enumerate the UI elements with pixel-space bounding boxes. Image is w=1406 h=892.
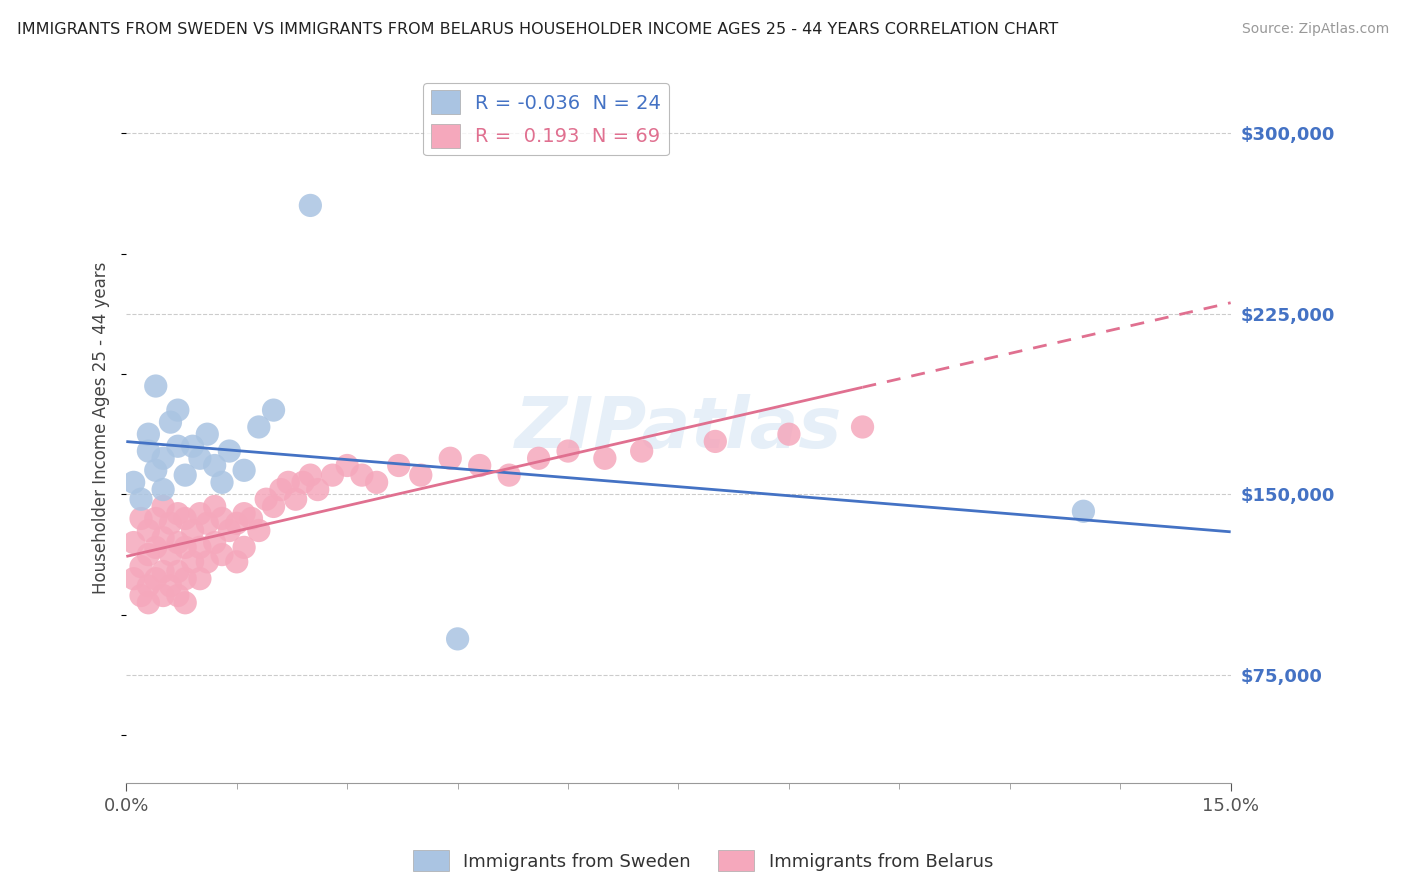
Point xyxy=(270,483,292,497)
Point xyxy=(557,444,579,458)
Point xyxy=(145,463,167,477)
Point xyxy=(254,492,277,507)
Point xyxy=(439,451,461,466)
Point xyxy=(446,632,468,646)
Point xyxy=(159,415,181,429)
Point xyxy=(152,451,174,466)
Text: IMMIGRANTS FROM SWEDEN VS IMMIGRANTS FROM BELARUS HOUSEHOLDER INCOME AGES 25 - 4: IMMIGRANTS FROM SWEDEN VS IMMIGRANTS FRO… xyxy=(17,22,1059,37)
Point xyxy=(204,500,226,514)
Point xyxy=(122,535,145,549)
Point xyxy=(204,535,226,549)
Point xyxy=(174,541,197,555)
Point xyxy=(181,439,204,453)
Point xyxy=(263,500,285,514)
Point xyxy=(145,379,167,393)
Point xyxy=(174,572,197,586)
Point xyxy=(240,511,263,525)
Point xyxy=(211,511,233,525)
Point xyxy=(152,531,174,545)
Point xyxy=(247,420,270,434)
Point xyxy=(195,516,218,531)
Point xyxy=(174,596,197,610)
Point xyxy=(233,541,256,555)
Point xyxy=(188,451,211,466)
Point xyxy=(152,500,174,514)
Point xyxy=(527,451,550,466)
Point xyxy=(122,572,145,586)
Point xyxy=(129,511,152,525)
Point xyxy=(122,475,145,490)
Point xyxy=(188,572,211,586)
Point xyxy=(307,483,329,497)
Point xyxy=(188,507,211,521)
Point xyxy=(181,524,204,538)
Point xyxy=(284,492,307,507)
Point xyxy=(851,420,873,434)
Legend: Immigrants from Sweden, Immigrants from Belarus: Immigrants from Sweden, Immigrants from … xyxy=(406,843,1000,879)
Point xyxy=(145,511,167,525)
Point xyxy=(195,427,218,442)
Point xyxy=(138,596,160,610)
Point xyxy=(263,403,285,417)
Point xyxy=(152,589,174,603)
Point xyxy=(145,541,167,555)
Point xyxy=(204,458,226,473)
Point xyxy=(225,555,247,569)
Point xyxy=(336,458,359,473)
Point xyxy=(129,492,152,507)
Point xyxy=(277,475,299,490)
Point xyxy=(211,548,233,562)
Point xyxy=(138,444,160,458)
Text: ZIPatlas: ZIPatlas xyxy=(515,393,842,463)
Point xyxy=(299,468,322,483)
Point xyxy=(166,565,188,579)
Point xyxy=(366,475,388,490)
Point xyxy=(159,516,181,531)
Point xyxy=(233,463,256,477)
Point xyxy=(468,458,491,473)
Point xyxy=(593,451,616,466)
Point xyxy=(166,403,188,417)
Point xyxy=(225,516,247,531)
Point xyxy=(778,427,800,442)
Point xyxy=(152,565,174,579)
Point xyxy=(299,198,322,212)
Point xyxy=(188,541,211,555)
Point xyxy=(321,468,343,483)
Y-axis label: Householder Income Ages 25 - 44 years: Householder Income Ages 25 - 44 years xyxy=(93,262,110,594)
Point xyxy=(630,444,652,458)
Text: Source: ZipAtlas.com: Source: ZipAtlas.com xyxy=(1241,22,1389,37)
Point xyxy=(233,507,256,521)
Point xyxy=(195,555,218,569)
Point xyxy=(218,524,240,538)
Point xyxy=(174,511,197,525)
Point xyxy=(292,475,315,490)
Point xyxy=(218,444,240,458)
Point xyxy=(129,589,152,603)
Point xyxy=(350,468,373,483)
Point xyxy=(166,535,188,549)
Point xyxy=(704,434,727,449)
Point xyxy=(388,458,411,473)
Point xyxy=(211,475,233,490)
Point xyxy=(174,468,197,483)
Point xyxy=(138,548,160,562)
Point xyxy=(159,548,181,562)
Point xyxy=(166,439,188,453)
Point xyxy=(138,524,160,538)
Point xyxy=(152,483,174,497)
Point xyxy=(498,468,520,483)
Point xyxy=(1073,504,1095,518)
Point xyxy=(181,555,204,569)
Point xyxy=(138,579,160,593)
Point xyxy=(166,589,188,603)
Legend: R = -0.036  N = 24, R =  0.193  N = 69: R = -0.036 N = 24, R = 0.193 N = 69 xyxy=(423,83,669,155)
Point xyxy=(145,572,167,586)
Point xyxy=(247,524,270,538)
Point xyxy=(159,579,181,593)
Point xyxy=(409,468,432,483)
Point xyxy=(129,559,152,574)
Point xyxy=(166,507,188,521)
Point xyxy=(138,427,160,442)
